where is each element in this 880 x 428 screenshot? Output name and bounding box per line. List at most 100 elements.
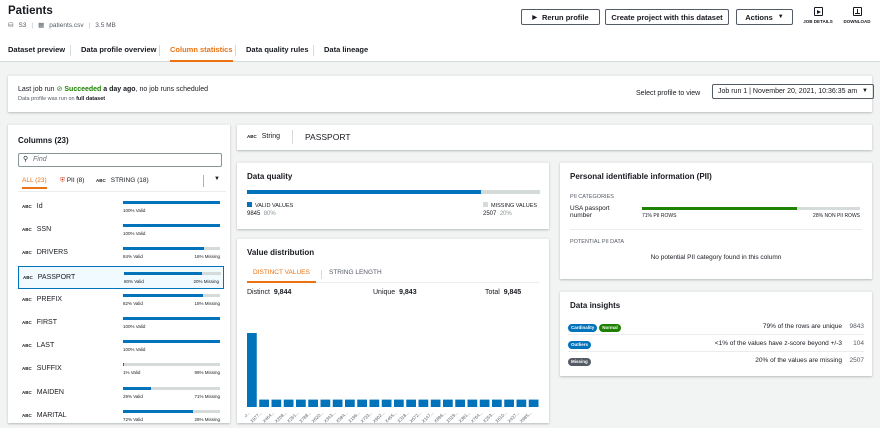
tab-data-lineage[interactable]: Data lineage [324, 45, 369, 54]
shield-icon: ⛨ [60, 177, 65, 184]
insight-row: Cardinality Normal 79% of the rows are uni… [568, 319, 864, 335]
column-row-drivers[interactable]: ABC DRIVERS 84% Valid 16% Missing [18, 242, 224, 265]
valid-bar [123, 201, 220, 204]
s3-icon: ⛁ [8, 22, 14, 29]
valid-bar [124, 271, 221, 275]
distribution-bar [271, 399, 282, 407]
filter-all[interactable]: ALL (23) [22, 175, 47, 189]
tab-distinct-values[interactable]: DISTINCT VALUES [247, 269, 316, 283]
column-row-name: ABC SSN [22, 226, 52, 234]
columns-panel: Columns (23) ⚲ Find ALL (23) ⛨ PII (8) A… [8, 124, 230, 423]
column-row-marital[interactable]: ABC MARITAL 72% Valid 28% Missing [18, 405, 224, 428]
tab-bar: Dataset preview Data profile overview Co… [0, 38, 880, 62]
distribution-bar [320, 399, 331, 407]
distribution-tick-label: X896... [433, 410, 447, 424]
column-type-card: ABC String PASSPORT [237, 124, 872, 150]
tab-data-profile-overview[interactable]: Data profile overview [81, 45, 157, 54]
profile-select[interactable]: Job run 1 | November 20, 2021, 10:36:35 … [712, 84, 874, 99]
distribution-tick-label: X10... [245, 410, 251, 422]
play-icon: ▶ [532, 14, 537, 21]
distribution-tick-label: X672... [409, 410, 423, 424]
missing-label: 99% Missing [194, 370, 220, 376]
valid-values-legend: VALID VALUES [247, 202, 293, 209]
success-icon: ⊘ [56, 86, 63, 93]
actions-label: Actions [745, 12, 773, 22]
column-row-name: ABC SUFFIX [22, 365, 62, 373]
valid-label: 29% Valid [123, 393, 143, 399]
column-row-name: ABC MARITAL [22, 411, 67, 419]
distribution-bar [394, 399, 404, 407]
missing-label: 16% Missing [194, 254, 220, 260]
distribution-tick-label: X733... [360, 410, 374, 424]
tab-column-statistics[interactable]: Column statistics [170, 38, 233, 62]
insight-row: Missing 20% of the values are missing 2507 [568, 353, 864, 369]
download-icon [852, 7, 862, 16]
valid-bar [123, 363, 220, 367]
data-insights-heading: Data insights [570, 301, 621, 310]
tab-string-length[interactable]: STRING LENGTH [329, 269, 382, 276]
valid-bar [123, 293, 220, 297]
insight-value: 9843 [849, 323, 864, 330]
missing-label: 20% Missing [193, 278, 219, 284]
column-row-id[interactable]: ABC Id 100% Valid [18, 196, 224, 219]
column-row-name: ABC PREFIX [22, 295, 63, 303]
distribution-bar [259, 399, 269, 407]
distribution-bar [283, 399, 294, 407]
column-row-name: ABC LAST [22, 342, 55, 350]
find-input[interactable]: ⚲ Find [18, 153, 222, 167]
valid-label: 100% Valid [123, 231, 146, 237]
job-details-button[interactable]: JOB DETAILS [799, 7, 837, 24]
column-row-passport[interactable]: ABC PASSPORT 80% Valid 20% Missing [18, 265, 224, 289]
data-insights-card: Data insights Cardinality Normal 79% of th… [560, 291, 872, 376]
pii-category: USA passport number [570, 205, 610, 219]
column-row-name: ABC DRIVERS [22, 249, 68, 257]
distinct-values-chart: X10...X977...X464...X208...X261...X788..… [245, 333, 539, 424]
pii-card: Personal identifiable information (PII) … [560, 162, 872, 279]
pii-categories-label: PII CATEGORIES [570, 194, 614, 200]
data-quality-card: Data quality VALID VALUES 9845 80% MISSI… [237, 162, 549, 229]
actions-button[interactable]: Actions ▼ [736, 9, 793, 25]
column-type: ABC String [247, 133, 281, 140]
column-row-name: ABC FIRST [22, 319, 57, 326]
column-row-prefix[interactable]: ABC PREFIX 82% Valid 18% Missing [18, 289, 224, 312]
distribution-bar [296, 399, 306, 407]
filter-pii[interactable]: ⛨ PII (8) [60, 177, 85, 184]
caret-down-icon: ▼ [862, 88, 868, 94]
valid-label: 100% Valid [123, 208, 146, 213]
column-row-suffix[interactable]: ABC SUFFIX 1% Valid 99% Missing [18, 358, 224, 381]
valid-label: 100% Valid [123, 324, 146, 329]
search-icon: ⚲ [23, 156, 29, 163]
distribution-tick-label: X455... [384, 410, 398, 424]
column-row-first[interactable]: ABC FIRST 100% Valid [18, 312, 224, 335]
column-row-maiden[interactable]: ABC MAIDEN 29% Valid 71% Missing [18, 382, 224, 405]
rerun-profile-button[interactable]: ▶ Rerun profile [521, 9, 600, 25]
distribution-tick-label: X764... [470, 410, 484, 424]
column-row-ssn[interactable]: ABC SSN 100% Valid [18, 219, 224, 242]
size-label: 3.5 MB [95, 21, 116, 29]
column-row-last[interactable]: ABC LAST 100% Valid [18, 335, 224, 358]
distribution-bar [381, 399, 392, 407]
job-details-icon [813, 7, 823, 16]
filter-string[interactable]: ABC STRING (18) [96, 177, 149, 184]
column-name: PASSPORT [305, 132, 351, 142]
distribution-tick-label: X610... [494, 410, 508, 424]
valid-label: 1% Valid [123, 370, 141, 376]
distribution-tick-label: X343... [323, 410, 337, 424]
tab-dataset-preview[interactable]: Dataset preview [8, 45, 66, 54]
distribution-bar [516, 399, 527, 407]
valid-bar [123, 409, 220, 413]
run-on-line: Data profile was run on full dataset [18, 96, 106, 102]
missing-values-count: 2507 20% [483, 211, 512, 217]
create-project-button[interactable]: Create project with this dataset [605, 9, 729, 25]
potential-pii-label: POTENTIAL PII DATA [570, 239, 624, 245]
insight-text: <1% of the values have z-score beyond +/… [714, 340, 842, 347]
valid-bar [123, 224, 220, 228]
valid-bar [123, 340, 220, 344]
value-distribution-card: Value distribution DISTINCT VALUES STRIN… [237, 238, 549, 424]
pii-bar [642, 207, 860, 210]
download-button[interactable]: DOWNLOAD [838, 7, 876, 24]
distribution-tick-label: X208... [274, 410, 288, 424]
tab-data-quality-rules[interactable]: Data quality rules [246, 45, 309, 54]
insight-text: 20% of the values are missing [755, 357, 842, 364]
filter-dropdown-icon[interactable]: ▼ [214, 176, 220, 182]
